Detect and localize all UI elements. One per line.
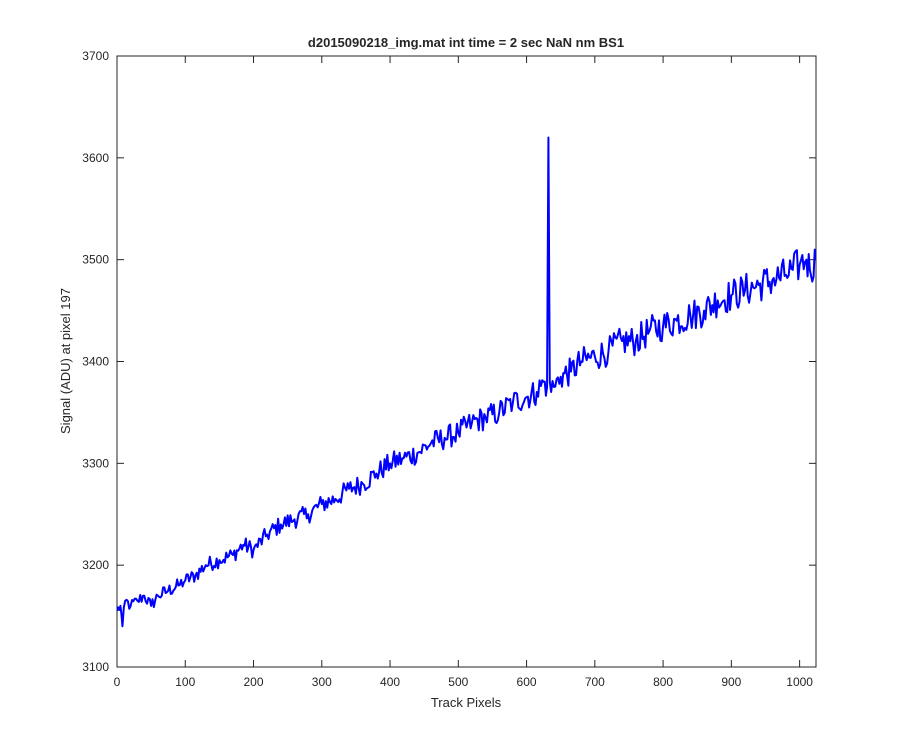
x-axis-label: Track Pixels (431, 695, 502, 710)
y-tick-label: 3700 (82, 49, 109, 63)
x-tick-label: 100 (175, 675, 195, 689)
y-tick-label: 3400 (82, 355, 109, 369)
x-tick-label: 600 (517, 675, 537, 689)
y-tick-label: 3100 (82, 660, 109, 674)
x-tick-label: 800 (653, 675, 673, 689)
x-axis-ticks: 0 100 200 300 400 500 600 700 800 900 1000 (114, 56, 813, 689)
x-tick-label: 400 (380, 675, 400, 689)
x-tick-label: 700 (585, 675, 605, 689)
x-tick-label: 200 (244, 675, 264, 689)
y-axis-ticks: 3100 3200 3300 3400 3500 3600 3700 (82, 49, 816, 674)
chart-title: d2015090218_img.mat int time = 2 sec NaN… (308, 35, 624, 50)
x-tick-label: 900 (721, 675, 741, 689)
x-tick-label: 1000 (786, 675, 813, 689)
y-tick-label: 3300 (82, 456, 109, 470)
y-tick-label: 3600 (82, 151, 109, 165)
x-tick-label: 0 (114, 675, 121, 689)
y-axis-label: Signal (ADU) at pixel 197 (58, 288, 73, 434)
series-group (117, 136, 816, 628)
plot-area (116, 55, 817, 668)
series-line (117, 136, 816, 628)
y-tick-label: 3200 (82, 558, 109, 572)
x-tick-label: 500 (448, 675, 468, 689)
x-tick-label: 300 (312, 675, 332, 689)
y-tick-label: 3500 (82, 253, 109, 267)
